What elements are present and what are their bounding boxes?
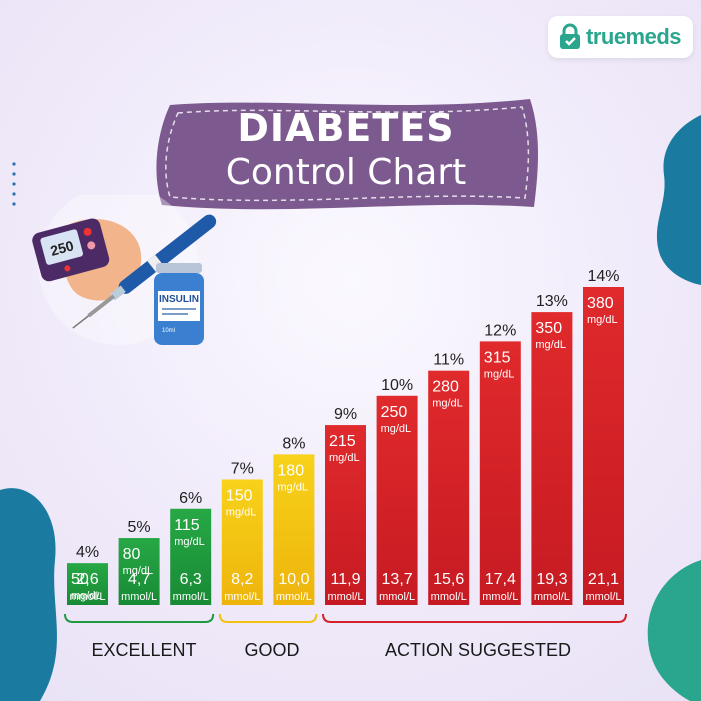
bar-percent-label: 5%: [128, 519, 151, 536]
bar-11pct: [428, 370, 470, 605]
bar-mg-unit: mg/dL: [174, 536, 205, 548]
bar-mg-unit: mg/dL: [432, 398, 463, 410]
bar-13pct: [531, 312, 573, 605]
brand-logo: truemeds: [548, 16, 693, 58]
bar-percent-label: 8%: [282, 435, 305, 452]
bar-mg-value: 280: [432, 379, 459, 396]
bar-5pct: [118, 538, 160, 605]
bar-mg-unit: mg/dL: [226, 506, 257, 518]
bar-mg-unit: mg/dL: [587, 314, 618, 326]
decor-blob-left-bottom: [0, 488, 57, 701]
decor-dots: [12, 162, 16, 206]
bar-mg-unit: mg/dL: [484, 368, 515, 380]
bar-percent-label: 13%: [536, 293, 568, 310]
bar-mmol-unit: mmol/L: [379, 591, 415, 603]
title-main: DIABETES: [237, 106, 455, 150]
bar-mg-unit: mg/dL: [277, 481, 308, 493]
bar-mmol-unit: mmol/L: [534, 591, 570, 603]
bar-percent-label: 7%: [231, 460, 254, 477]
bar-percent-label: 14%: [587, 268, 619, 285]
bar-4pct: [67, 563, 108, 605]
bar-mg-value: 50: [71, 571, 89, 588]
bar-mmol-unit: mmol/L: [431, 591, 467, 603]
bar-mg-value: 350: [535, 320, 562, 337]
group-label-good: GOOD: [244, 640, 300, 660]
bar-mg-unit: mg/dL: [381, 423, 412, 435]
bar-mmol-value: 2,6: [76, 571, 98, 588]
bar-percent-label: 6%: [179, 490, 202, 507]
decor-blob-right-bottom: [647, 560, 701, 701]
brand-name: truemeds: [586, 24, 682, 49]
bar-mmol-unit: mmol/L: [327, 591, 363, 603]
bar-14pct: [583, 287, 624, 605]
bar-mg-unit: mg/dL: [123, 565, 154, 577]
bar-mmol-value: 17,4: [485, 571, 516, 588]
bar-mg-value: 150: [226, 487, 253, 504]
bar-mg-value: 115: [174, 517, 200, 534]
group-bracket-good: [218, 613, 318, 623]
bar-mmol-value: 19,3: [536, 571, 567, 588]
bar-percent-label: 9%: [334, 406, 357, 423]
bar-percent-label: 4%: [76, 544, 99, 561]
bar-mmol-unit: mmol/L: [224, 591, 260, 603]
bar-mmol-unit: mmol/L: [121, 591, 157, 603]
bar-mmol-value: 4,7: [128, 571, 150, 588]
bar-12pct: [479, 341, 521, 605]
meter-reading: 250: [49, 237, 76, 259]
bar-mg-value: 250: [381, 404, 408, 421]
bar-mmol-unit: mmol/L: [173, 591, 209, 603]
bar-percent-label: 12%: [484, 322, 516, 339]
bar-mg-value: 80: [123, 546, 141, 563]
title-banner: [156, 99, 539, 210]
bar-mmol-value: 15,6: [433, 571, 464, 588]
vial-volume: 10ml: [162, 328, 175, 334]
bar-6pct: [170, 508, 212, 605]
bar-mg-value: 180: [277, 462, 304, 479]
title-sub: Control Chart: [225, 152, 467, 193]
group-bracket-excellent: [64, 613, 215, 623]
bar-10pct: [376, 395, 418, 605]
bar-mg-unit: mg/dL: [535, 339, 566, 351]
bar-mg-unit: mg/dL: [329, 452, 360, 464]
group-label-excellent: EXCELLENT: [91, 640, 197, 660]
decor-blob-right-top: [656, 115, 701, 285]
bar-mmol-unit: mmol/L: [482, 591, 518, 603]
bar-mg-value: 380: [587, 295, 614, 312]
bar-9pct: [325, 425, 366, 605]
bar-mmol-unit: mmol/L: [69, 591, 105, 603]
bar-mmol-value: 21,1: [588, 571, 619, 588]
bar-mg-unit: mg/dL: [71, 590, 102, 602]
shield-lock-icon: [560, 23, 580, 49]
bar-percent-label: 10%: [381, 377, 413, 394]
bar-mmol-value: 11,9: [331, 571, 361, 588]
bar-mg-value: 215: [329, 433, 356, 450]
bar-mmol-value: 13,7: [382, 571, 413, 588]
bar-mmol-value: 10,0: [278, 571, 309, 588]
group-bracket-action: [322, 613, 627, 623]
bar-8pct: [273, 454, 315, 605]
bar-mmol-unit: mmol/L: [276, 591, 312, 603]
bar-mg-value: 315: [484, 349, 511, 366]
vial-label: INSULIN: [159, 294, 199, 305]
bar-percent-label: 11%: [433, 352, 464, 369]
bar-mmol-value: 8,2: [231, 571, 253, 588]
group-label-action: ACTION SUGGESTED: [384, 640, 572, 660]
bar-mmol-value: 6,3: [180, 571, 202, 588]
glucose-meter-insulin-illustration: 250 INSULIN 10ml: [32, 195, 217, 345]
bar-mmol-unit: mmol/L: [585, 591, 621, 603]
bar-7pct: [221, 479, 263, 605]
